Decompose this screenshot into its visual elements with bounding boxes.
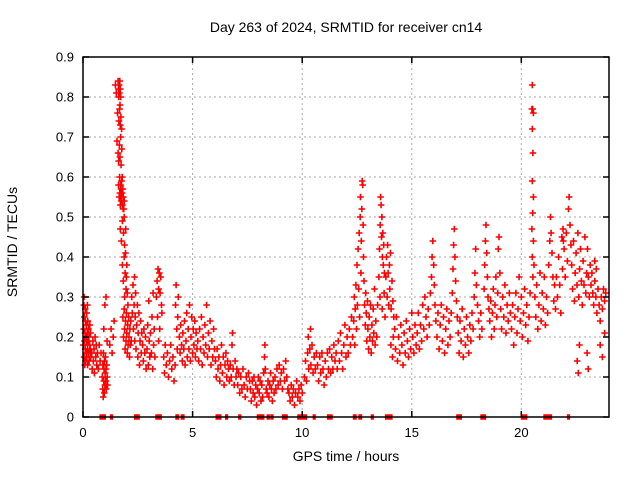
plot-border [82, 56, 610, 418]
y-tick-label: 0.9 [56, 50, 74, 65]
chart-title: Day 263 of 2024, SRMTID for receiver cn1… [209, 19, 483, 35]
y-tick-label: 0.1 [56, 370, 74, 385]
x-tick-label: 0 [79, 425, 86, 440]
y-tick-label: 0.6 [56, 170, 74, 185]
y-tick-label: 0 [67, 410, 74, 425]
y-tick-label: 0.5 [56, 210, 74, 225]
x-tick-label: 10 [295, 425, 309, 440]
y-tick-label: 0.8 [56, 90, 74, 105]
x-tick-label: 5 [189, 425, 196, 440]
y-tick-label: 0.3 [56, 290, 74, 305]
y-tick-label: 0.4 [56, 250, 74, 265]
tick-marks [82, 56, 609, 418]
y-tick-label: 0.2 [56, 330, 74, 345]
gridlines [84, 58, 608, 416]
x-axis-label: GPS time / hours [292, 448, 400, 464]
y-axis-label: SRMTID / TECUs [4, 187, 20, 297]
scatter-points [80, 77, 609, 409]
zero-value-markers [99, 414, 571, 420]
y-tick-label: 0.7 [56, 130, 74, 145]
x-tick-label: 15 [405, 425, 419, 440]
x-tick-label: 20 [514, 425, 528, 440]
